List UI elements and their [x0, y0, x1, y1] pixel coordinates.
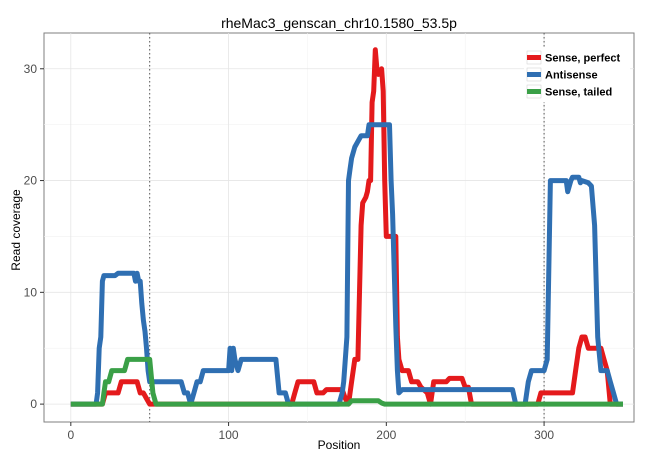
legend-box: [524, 47, 630, 102]
x-tick-label: 100: [219, 428, 239, 442]
y-tick-label: 0: [30, 397, 37, 411]
legend-label: Sense, tailed: [545, 87, 612, 99]
y-tick-label: 30: [24, 62, 38, 76]
series-line-antisense: [70, 122, 623, 407]
y-axis-title: Read coverage: [9, 189, 23, 271]
x-axis-title: Position: [318, 438, 361, 452]
y-tick-label: 10: [24, 285, 38, 299]
x-tick-label: 0: [67, 428, 74, 442]
x-tick-label: 300: [534, 428, 554, 442]
legend: Sense, perfect Antisense Sense, tailed: [524, 47, 630, 102]
chart-title: rheMac3_genscan_chr10.1580_53.5p: [221, 15, 457, 31]
legend-label: Sense, perfect: [545, 53, 621, 65]
legend-label: Antisense: [545, 70, 598, 82]
x-tick-label: 200: [376, 428, 396, 442]
y-tick-label: 20: [24, 174, 38, 188]
series-line-sense-tailed: [70, 356, 623, 407]
series-line-sense-perfect: [70, 47, 623, 407]
